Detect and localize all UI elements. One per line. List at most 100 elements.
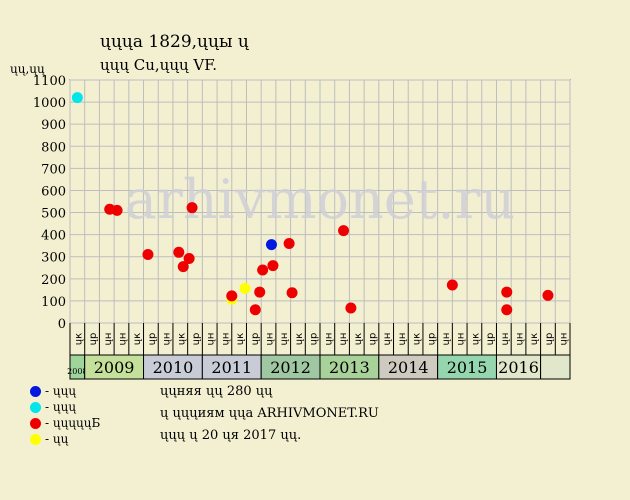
legend-item: - ųų — [30, 432, 68, 446]
data-point — [501, 304, 513, 316]
y-tick-label: 200 — [41, 273, 66, 288]
quarter-label: ųк — [73, 333, 84, 345]
quarter-label: ųн — [382, 333, 393, 346]
data-point — [142, 249, 154, 261]
year-band — [495, 354, 542, 380]
quarter-label: ųн — [162, 333, 173, 346]
year-label: 2010 — [153, 358, 194, 377]
y-tick-label: 400 — [41, 229, 66, 244]
quarter-label: ųк — [353, 333, 364, 345]
chart-title: ųųųа 1829,ųųы ų — [100, 32, 249, 52]
legend-item: - ųųų — [30, 384, 76, 398]
year-band — [437, 354, 497, 380]
quarter-label: ųр — [250, 333, 261, 346]
data-point — [283, 237, 295, 249]
quarter-label: ųр — [147, 333, 158, 346]
quarter-label: ųк — [235, 333, 246, 345]
quarter-label: ųр — [367, 333, 378, 346]
year-band — [84, 354, 145, 380]
year-label: 2013 — [329, 358, 370, 377]
quarter-label: ųн — [323, 333, 334, 346]
quarter-label: ųр — [191, 333, 202, 346]
y-tick-label: 800 — [41, 140, 66, 155]
quarter-label: ųр — [544, 333, 555, 346]
data-point — [446, 279, 458, 291]
quarter-label: ųн — [338, 333, 349, 346]
legend-item: - ųųųųųБ — [30, 416, 100, 430]
data-point — [239, 282, 251, 294]
year-band — [319, 354, 380, 380]
data-point — [186, 202, 198, 214]
quarter-label: ųр — [485, 333, 496, 346]
quarter-label: ųн — [220, 333, 231, 346]
year-band-tail — [540, 354, 571, 380]
data-point — [267, 260, 279, 272]
quarter-label: ųн — [441, 333, 452, 346]
y-tick-label: 0 — [58, 317, 66, 332]
data-point — [183, 252, 195, 264]
watermark: arhivmonet.ru — [125, 168, 515, 231]
quarter-label: ųн — [500, 333, 511, 346]
note-line: ųųняя ųų 280 ųų — [160, 384, 273, 399]
y-tick-label: 1000 — [33, 96, 66, 111]
data-point — [501, 286, 513, 298]
note-line: ų ųųųиям ųųа ARHIVMONET.RU — [160, 406, 379, 421]
year-label: 2008 — [67, 367, 87, 376]
chart-subtitle: ųųų Cu,ųųų VF. — [100, 56, 218, 74]
quarter-label: ųн — [456, 333, 467, 346]
quarter-label: ųк — [412, 333, 423, 345]
year-label: 2011 — [211, 358, 252, 377]
quarter-label: ųн — [117, 333, 128, 346]
data-point — [542, 289, 554, 301]
quarter-label: ųн — [559, 333, 570, 346]
year-label: 2012 — [270, 358, 311, 377]
data-point — [265, 239, 277, 251]
quarter-label: ųк — [176, 333, 187, 345]
data-point — [286, 287, 298, 299]
y-tick-label: 600 — [41, 184, 66, 199]
legend-marker — [30, 402, 41, 413]
y-tick-label: 900 — [41, 118, 66, 133]
data-point — [254, 286, 266, 298]
quarter-label: ųн — [103, 333, 114, 346]
quarter-label: ųр — [426, 333, 437, 346]
y-tick-label: 300 — [41, 251, 66, 266]
data-point — [111, 204, 123, 216]
legend-marker — [30, 434, 41, 445]
y-tick-label: 500 — [41, 207, 66, 222]
legend-marker — [30, 418, 41, 429]
quarter-label: ųк — [470, 333, 481, 345]
legend-label: - ųų — [45, 432, 69, 446]
year-band — [201, 354, 262, 380]
data-point — [338, 225, 350, 237]
data-point — [345, 302, 357, 314]
y-tick-label: 1100 — [33, 74, 66, 89]
legend-marker — [30, 386, 41, 397]
legend-label: - ųųųųųБ — [45, 416, 101, 430]
quarter-label: ųк — [294, 333, 305, 345]
data-point — [173, 246, 185, 258]
y-tick-label: 100 — [41, 295, 66, 310]
quarter-label: ųн — [265, 333, 276, 346]
year-label: 2016 — [498, 358, 539, 377]
year-label: 2009 — [94, 358, 135, 377]
y-axis-unit: ųų,ųų — [10, 62, 45, 76]
quarter-label: ųн — [515, 333, 526, 346]
y-tick-label: 700 — [41, 162, 66, 177]
quarter-label: ųк — [132, 333, 143, 345]
quarter-label: ųн — [206, 333, 217, 346]
year-band — [143, 354, 203, 380]
legend-label: - ųųų — [45, 400, 77, 414]
data-point — [226, 290, 238, 302]
year-label: 2015 — [447, 358, 488, 377]
quarter-label: ųн — [279, 333, 290, 346]
year-label: 2014 — [388, 358, 429, 377]
quarter-label: ųр — [88, 333, 99, 346]
legend-item: - ųųų — [30, 400, 76, 414]
quarter-label: ųр — [309, 333, 320, 346]
quarter-label: ųн — [397, 333, 408, 346]
note-line: ųųų ų 20 ųя 2017 ųų. — [160, 428, 302, 443]
data-point — [71, 92, 83, 104]
quarter-label: ųк — [529, 333, 540, 345]
